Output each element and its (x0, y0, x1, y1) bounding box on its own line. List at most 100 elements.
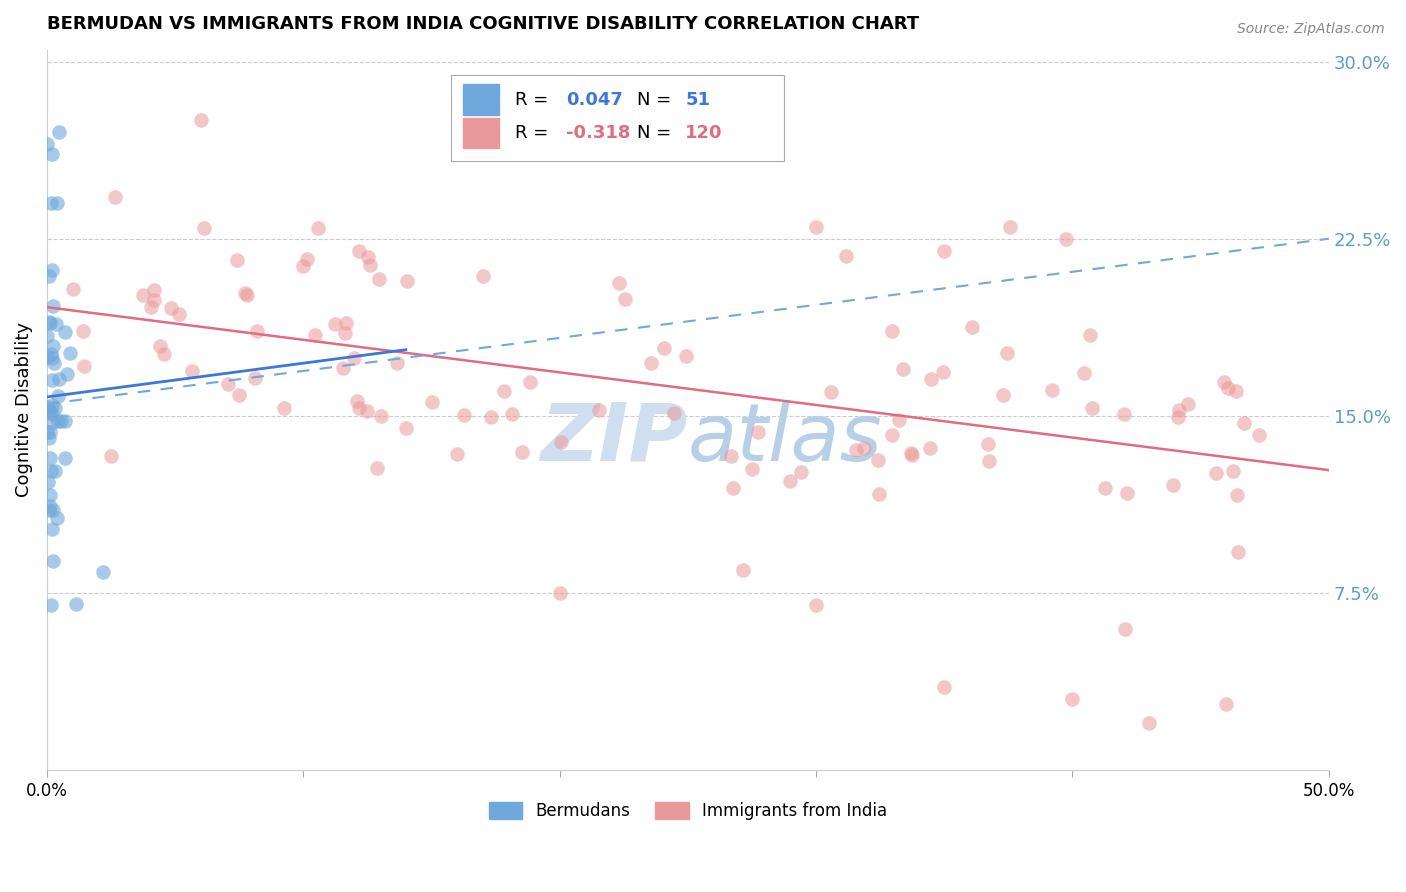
FancyBboxPatch shape (464, 119, 499, 148)
Point (217, 376, 239, 391)
Text: R =: R = (515, 124, 554, 143)
Point (152, 347, 174, 361)
Point (820, 385, 842, 400)
Point (995, 346, 1018, 360)
Point (39, 405, 62, 419)
Point (38, 503, 60, 517)
Point (519, 375, 541, 389)
Point (370, 409, 392, 424)
Point (779, 474, 801, 488)
Point (41, 262, 63, 277)
Point (56, 367, 79, 381)
Point (39, 451, 62, 466)
Point (38, 488, 60, 502)
Y-axis label: Cognitive Disability: Cognitive Disability (15, 322, 32, 498)
Point (1040, 383, 1063, 397)
Point (1168, 403, 1191, 417)
Point (41, 351, 63, 365)
Point (44, 401, 66, 415)
Text: N =: N = (637, 124, 676, 143)
Point (37, 475, 59, 489)
Text: Source: ZipAtlas.com: Source: ZipAtlas.com (1237, 22, 1385, 37)
Point (41, 398, 63, 412)
Point (741, 462, 763, 476)
Point (901, 448, 924, 462)
Point (357, 250, 380, 264)
Point (548, 586, 571, 600)
Point (880, 428, 903, 442)
Point (1222, 464, 1244, 478)
Point (39, 464, 62, 478)
Point (65, 597, 87, 611)
Point (39, 425, 62, 439)
Point (37, 329, 59, 343)
Point (39, 347, 62, 361)
Point (607, 276, 630, 290)
Text: 120: 120 (685, 124, 723, 143)
Point (245, 371, 267, 385)
Point (304, 327, 326, 342)
Point (42, 356, 65, 370)
Point (39, 499, 62, 513)
Point (471, 269, 494, 284)
Point (891, 361, 914, 376)
Point (41, 196, 63, 211)
Point (1215, 697, 1237, 711)
Point (49, 414, 72, 428)
Point (359, 258, 381, 272)
Point (834, 249, 856, 263)
Point (46, 414, 69, 428)
Point (1062, 692, 1084, 706)
Point (38, 432, 60, 446)
Point (900, 445, 922, 459)
Point (721, 482, 744, 496)
Point (236, 287, 259, 301)
Point (100, 450, 122, 464)
Point (48, 126, 70, 140)
Point (640, 356, 662, 370)
Point (1112, 407, 1135, 421)
Point (45, 318, 67, 332)
Point (38, 316, 60, 330)
Point (1226, 488, 1249, 502)
Text: BERMUDAN VS IMMIGRANTS FROM INDIA COGNITIVE DISABILITY CORRELATION CHART: BERMUDAN VS IMMIGRANTS FROM INDIA COGNIT… (46, 15, 920, 33)
Point (1205, 466, 1227, 480)
Point (368, 272, 391, 286)
Point (998, 219, 1021, 234)
Point (920, 371, 942, 385)
Point (934, 681, 956, 695)
Point (38, 268, 60, 283)
Point (889, 413, 911, 427)
Point (41, 407, 63, 421)
Point (1078, 327, 1101, 342)
Point (143, 283, 166, 297)
Point (149, 339, 172, 353)
Point (453, 408, 475, 422)
Point (747, 425, 769, 439)
Point (1167, 410, 1189, 425)
Point (53, 414, 76, 428)
Point (501, 408, 523, 422)
Point (42, 503, 65, 517)
Point (1225, 384, 1247, 399)
Point (790, 465, 813, 479)
Point (46, 389, 69, 403)
Point (494, 384, 516, 398)
Point (41, 339, 63, 353)
Point (323, 318, 346, 332)
Point (37, 425, 59, 439)
Point (143, 293, 166, 308)
Text: ZIP: ZIP (540, 400, 688, 478)
Point (804, 598, 827, 612)
Point (233, 285, 256, 300)
Point (37, 400, 59, 414)
Point (446, 447, 468, 461)
Point (190, 113, 212, 128)
Point (167, 307, 190, 321)
Point (385, 356, 408, 370)
Point (225, 252, 247, 267)
Point (1080, 401, 1102, 416)
Point (295, 252, 318, 267)
Point (1115, 485, 1137, 500)
Point (733, 563, 755, 577)
